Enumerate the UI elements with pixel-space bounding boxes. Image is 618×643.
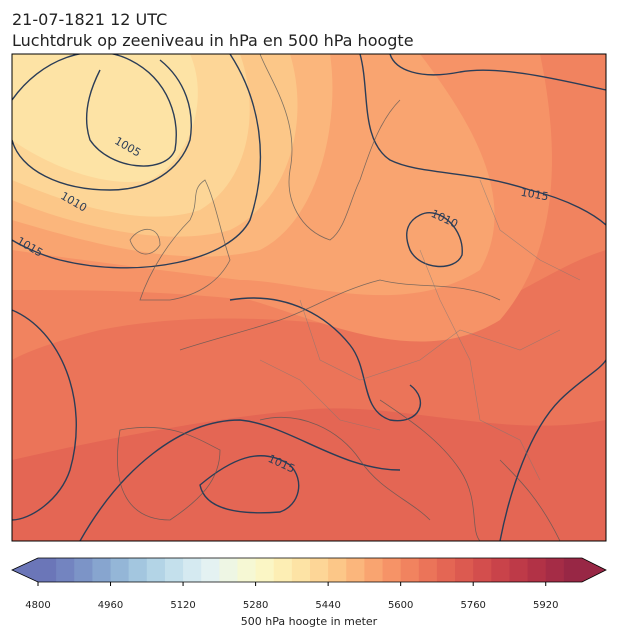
colorbar-bin bbox=[237, 558, 257, 582]
colorbar-max-extend bbox=[582, 558, 606, 582]
colorbar-bin bbox=[455, 558, 474, 582]
colorbar-bin bbox=[164, 558, 184, 582]
title: 21-07-1821 12 UTC bbox=[12, 10, 167, 29]
colorbar-tick-label: 5440 bbox=[315, 600, 340, 611]
colorbar-tick-label: 5920 bbox=[533, 600, 558, 611]
subtitle: Luchtdruk op zeeniveau in hPa en 500 hPa… bbox=[12, 31, 414, 50]
colorbar-tick-label: 5760 bbox=[460, 600, 485, 611]
colorbar-bin bbox=[110, 558, 130, 582]
map-frame bbox=[11, 53, 607, 542]
colorbar-bin bbox=[92, 558, 112, 582]
colorbar-label: 500 hPa hoogte in meter bbox=[241, 615, 378, 628]
colorbar-bin bbox=[291, 558, 311, 582]
colorbar-bin bbox=[364, 558, 384, 582]
colorbar-tick-label: 4800 bbox=[25, 600, 50, 611]
colorbar-bin bbox=[128, 558, 148, 582]
colorbar-bin bbox=[346, 558, 365, 582]
colorbar-bin bbox=[146, 558, 166, 582]
colorbar-bin bbox=[255, 558, 275, 582]
colorbar-bin bbox=[56, 558, 75, 582]
colorbar-bin bbox=[418, 558, 438, 582]
colorbar-bin bbox=[201, 558, 220, 582]
colorbar-bin bbox=[310, 558, 329, 582]
colorbar-bin bbox=[527, 558, 547, 582]
colorbar-bin bbox=[219, 558, 238, 582]
colorbar-bin bbox=[473, 558, 492, 582]
colorbar-bin bbox=[545, 558, 565, 582]
colorbar-bin bbox=[436, 558, 456, 582]
colorbar-bin bbox=[183, 558, 202, 582]
map bbox=[12, 54, 606, 541]
colorbar-bin bbox=[400, 558, 420, 582]
colorbar-tick-label: 5280 bbox=[243, 600, 268, 611]
colorbar-bin bbox=[491, 558, 510, 582]
colorbar-bin bbox=[509, 558, 529, 582]
colorbar-bin bbox=[74, 558, 93, 582]
colorbar-bin bbox=[38, 558, 57, 582]
colorbar-min-extend bbox=[12, 558, 38, 582]
colorbar-bin bbox=[563, 558, 583, 582]
colorbar-bin bbox=[382, 558, 402, 582]
colorbar-tick-label: 4960 bbox=[98, 600, 123, 611]
colorbar-outline bbox=[11, 557, 607, 583]
colorbar-tick-label: 5600 bbox=[388, 600, 413, 611]
colorbar-bin bbox=[273, 558, 293, 582]
colorbar-bin bbox=[328, 558, 347, 582]
colorbar-tick-label: 5120 bbox=[170, 600, 195, 611]
isobar-label: 1015 bbox=[520, 186, 550, 204]
